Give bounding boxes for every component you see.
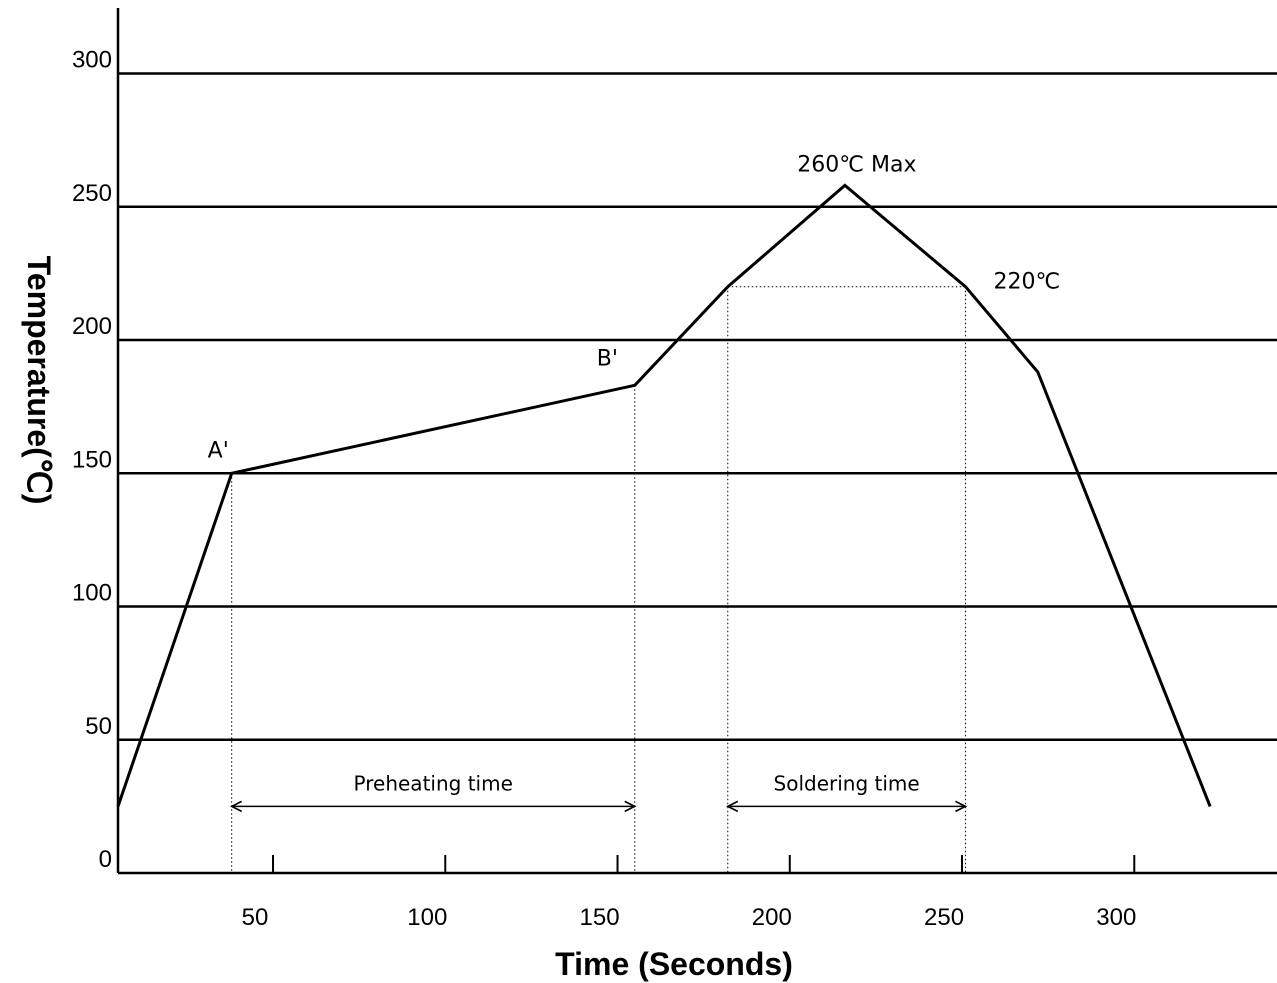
annotation-b: B' [597, 346, 618, 371]
x-tick-label: 50 [242, 904, 269, 931]
solder-arrow-head-right [955, 800, 968, 813]
soldering-time-label: Soldering time [774, 771, 920, 795]
annotation-liquidus: 220℃ [993, 270, 1060, 295]
preheating-time-label: Preheating time [354, 771, 513, 795]
temperature-profile-line [116, 183, 1212, 807]
x-axis-title: Time (Seconds) [555, 946, 793, 982]
x-tick-label: 300 [1096, 904, 1136, 931]
preheat-arrow-head-left [229, 800, 243, 813]
y-tick-label: 300 [72, 47, 112, 74]
gridlines [118, 72, 1277, 741]
range-arrows [229, 800, 968, 813]
y-axis-title: Temperature(℃) [21, 256, 57, 505]
y-tick-label: 150 [72, 446, 112, 473]
y-tick-label: 0 [99, 846, 112, 873]
x-tick-label: 150 [580, 904, 620, 931]
x-tick-label: 200 [752, 904, 792, 931]
axes [116, 8, 1277, 875]
y-tick-label: 200 [72, 313, 112, 340]
annotation-peak: 260℃ Max [797, 152, 916, 177]
series-layer [116, 183, 1212, 807]
x-tick-label: 100 [407, 904, 447, 931]
preheat-arrow-head-right [624, 800, 637, 813]
annotation-a: A' [208, 438, 229, 463]
solder-arrow-head-left [725, 800, 739, 813]
y-tick-label: 50 [85, 713, 112, 740]
y-tick-label: 100 [72, 580, 112, 607]
tick-labels: 0 50 100 150 200 250 300 50 100 150 200 250 300 [72, 47, 1136, 932]
x-tick-label: 250 [924, 904, 964, 931]
y-tick-label: 250 [72, 180, 112, 207]
